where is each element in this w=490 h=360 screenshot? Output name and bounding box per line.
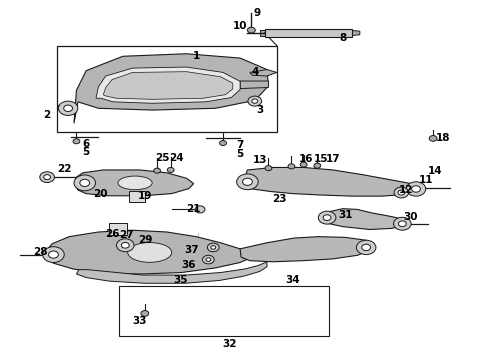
Text: 4: 4 bbox=[251, 67, 258, 77]
Text: 17: 17 bbox=[326, 154, 340, 164]
Polygon shape bbox=[129, 192, 145, 202]
Text: 20: 20 bbox=[94, 189, 108, 199]
Circle shape bbox=[207, 243, 219, 252]
Text: 8: 8 bbox=[339, 33, 346, 42]
Circle shape bbox=[252, 99, 258, 103]
Text: 5: 5 bbox=[237, 149, 244, 159]
Text: 33: 33 bbox=[133, 316, 147, 325]
Circle shape bbox=[58, 101, 78, 116]
Circle shape bbox=[248, 96, 262, 106]
Text: 14: 14 bbox=[428, 166, 443, 176]
Text: 23: 23 bbox=[272, 194, 287, 204]
Text: 26: 26 bbox=[105, 229, 120, 239]
Text: 35: 35 bbox=[173, 275, 188, 285]
Text: 31: 31 bbox=[338, 210, 352, 220]
Text: 3: 3 bbox=[256, 105, 263, 115]
Text: 21: 21 bbox=[187, 204, 201, 214]
Circle shape bbox=[220, 140, 226, 145]
Circle shape bbox=[73, 139, 80, 144]
Polygon shape bbox=[245, 167, 418, 196]
Circle shape bbox=[398, 221, 406, 226]
Text: 12: 12 bbox=[399, 185, 414, 195]
Polygon shape bbox=[76, 262, 267, 283]
Circle shape bbox=[80, 179, 90, 186]
Text: 10: 10 bbox=[233, 21, 247, 31]
Circle shape bbox=[117, 239, 134, 252]
Polygon shape bbox=[323, 209, 406, 229]
Text: 9: 9 bbox=[254, 8, 261, 18]
Ellipse shape bbox=[128, 243, 172, 262]
Text: 1: 1 bbox=[193, 51, 200, 61]
Polygon shape bbox=[109, 223, 127, 234]
Text: 25: 25 bbox=[155, 153, 169, 163]
Text: 7: 7 bbox=[237, 140, 244, 150]
Text: 5: 5 bbox=[83, 147, 90, 157]
Circle shape bbox=[211, 246, 216, 249]
Text: 18: 18 bbox=[436, 133, 450, 143]
Polygon shape bbox=[74, 54, 269, 123]
Circle shape bbox=[394, 187, 409, 198]
Circle shape bbox=[167, 167, 174, 172]
Circle shape bbox=[195, 206, 205, 213]
Circle shape bbox=[154, 168, 160, 173]
Text: 19: 19 bbox=[138, 191, 152, 201]
Text: 13: 13 bbox=[252, 155, 267, 165]
Text: 29: 29 bbox=[138, 235, 152, 245]
Polygon shape bbox=[103, 72, 233, 99]
Polygon shape bbox=[96, 67, 240, 103]
Text: 11: 11 bbox=[418, 175, 433, 185]
Circle shape bbox=[237, 174, 258, 190]
Circle shape bbox=[202, 255, 214, 264]
Circle shape bbox=[44, 175, 50, 180]
Text: 16: 16 bbox=[299, 154, 313, 164]
Circle shape bbox=[288, 164, 295, 169]
Circle shape bbox=[318, 211, 336, 224]
Text: 34: 34 bbox=[286, 275, 300, 285]
Polygon shape bbox=[46, 230, 250, 274]
Text: 37: 37 bbox=[184, 245, 198, 255]
Text: 24: 24 bbox=[169, 153, 184, 163]
Text: 30: 30 bbox=[403, 212, 417, 221]
Circle shape bbox=[362, 244, 370, 251]
Ellipse shape bbox=[118, 176, 152, 190]
Polygon shape bbox=[347, 30, 360, 36]
Circle shape bbox=[247, 27, 255, 33]
Text: 2: 2 bbox=[44, 111, 51, 121]
Polygon shape bbox=[260, 30, 270, 36]
Circle shape bbox=[64, 105, 73, 112]
Circle shape bbox=[49, 251, 58, 258]
Circle shape bbox=[429, 135, 437, 141]
Text: 22: 22 bbox=[57, 164, 72, 174]
Circle shape bbox=[122, 242, 129, 248]
Circle shape bbox=[206, 258, 211, 261]
Circle shape bbox=[265, 166, 272, 171]
Circle shape bbox=[43, 247, 64, 262]
Circle shape bbox=[323, 215, 331, 221]
Polygon shape bbox=[250, 69, 277, 76]
Text: 36: 36 bbox=[182, 260, 196, 270]
Circle shape bbox=[243, 178, 252, 185]
Circle shape bbox=[314, 163, 321, 168]
Polygon shape bbox=[240, 237, 372, 262]
Polygon shape bbox=[265, 30, 352, 37]
Text: 28: 28 bbox=[33, 247, 48, 257]
Text: 27: 27 bbox=[120, 230, 134, 239]
Circle shape bbox=[40, 172, 54, 183]
Text: 6: 6 bbox=[83, 139, 90, 149]
Circle shape bbox=[356, 240, 376, 255]
Circle shape bbox=[393, 217, 411, 230]
Circle shape bbox=[74, 175, 96, 191]
Polygon shape bbox=[240, 81, 269, 89]
Circle shape bbox=[398, 190, 405, 195]
Text: 32: 32 bbox=[222, 339, 237, 349]
Circle shape bbox=[300, 162, 307, 167]
Polygon shape bbox=[58, 105, 68, 111]
Circle shape bbox=[141, 311, 149, 316]
Circle shape bbox=[412, 186, 420, 192]
Polygon shape bbox=[75, 170, 194, 196]
Circle shape bbox=[406, 182, 426, 196]
Text: 15: 15 bbox=[314, 154, 328, 164]
